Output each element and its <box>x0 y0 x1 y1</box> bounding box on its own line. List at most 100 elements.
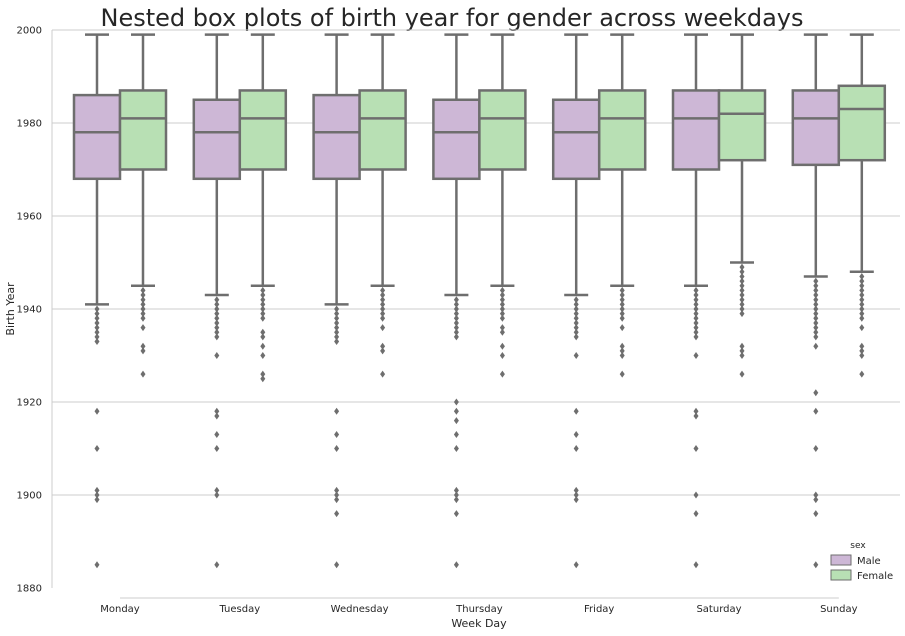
legend-swatch-male <box>830 554 852 566</box>
outlier-point <box>499 305 505 313</box>
outlier-point <box>214 305 220 313</box>
outlier-point <box>693 291 699 299</box>
legend-label-male: Male <box>857 556 881 567</box>
outlier-point <box>453 333 459 341</box>
outlier-point <box>453 328 459 336</box>
outlier-point <box>619 305 625 313</box>
outlier-point <box>499 352 505 359</box>
outlier-point <box>499 296 505 304</box>
outlier-point <box>140 314 146 322</box>
outlier-point <box>140 324 146 332</box>
outlier-point <box>573 445 579 452</box>
outlier-point <box>380 370 386 378</box>
outlier-point <box>140 370 146 378</box>
outlier-point <box>499 324 505 332</box>
box-male-monday <box>72 33 122 569</box>
outlier-point <box>859 305 865 313</box>
chart-title: Nested box plots of birth year for gende… <box>101 4 804 32</box>
outlier-point <box>140 291 146 299</box>
x-axis: Monday Tuesday Wednesday Thursday Friday Satu… <box>100 597 858 615</box>
outlier-point <box>813 333 819 341</box>
outlier-point <box>859 282 865 290</box>
outlier-point <box>334 310 340 318</box>
outlier-point <box>739 282 745 290</box>
iqr-box <box>671 89 721 171</box>
outlier-point <box>813 510 819 518</box>
outlier-point <box>499 342 505 350</box>
y-tick-label: 1920 <box>17 398 42 409</box>
outlier-point <box>739 277 745 285</box>
outlier-point <box>693 328 699 336</box>
outlier-point <box>499 370 505 378</box>
outlier-point <box>813 328 819 336</box>
outlier-point <box>214 300 220 308</box>
outlier-point <box>94 561 100 569</box>
outlier-point <box>573 486 579 494</box>
outlier-point <box>453 561 459 569</box>
outlier-point <box>859 291 865 299</box>
outlier-point <box>739 263 745 271</box>
outlier-point <box>859 286 865 294</box>
outlier-point <box>453 296 459 304</box>
outlier-point <box>334 486 340 494</box>
outlier-point <box>859 272 865 280</box>
outlier-point <box>619 370 625 378</box>
outlier-point <box>140 310 146 318</box>
x-axis-label: Week Day <box>451 617 507 630</box>
outlier-point <box>859 300 865 308</box>
outlier-point <box>260 300 266 308</box>
outlier-point <box>380 342 386 350</box>
outlier-point <box>813 296 819 304</box>
y-tick-label: 1880 <box>17 584 42 595</box>
outlier-point <box>94 486 100 494</box>
outlier-point <box>739 370 745 378</box>
outlier-point <box>573 300 579 308</box>
outlier-point <box>499 314 505 322</box>
outlier-point <box>380 300 386 308</box>
y-tick-label: 1900 <box>17 491 42 502</box>
x-tick-label: Sunday <box>820 604 857 615</box>
legend-title: sex <box>850 541 866 551</box>
outlier-point <box>140 296 146 304</box>
outlier-point <box>813 286 819 294</box>
outlier-point <box>813 561 819 569</box>
outlier-point <box>813 496 819 504</box>
iqr-box <box>837 84 887 162</box>
outlier-point <box>453 486 459 494</box>
outlier-point <box>693 412 699 420</box>
outlier-point <box>499 300 505 308</box>
outlier-point <box>334 319 340 327</box>
outlier-point <box>453 319 459 327</box>
x-tick-label: Wednesday <box>331 604 389 615</box>
iqr-box <box>717 89 767 162</box>
outlier-point <box>214 310 220 318</box>
box-female-saturday <box>717 33 767 378</box>
outlier-point <box>334 510 340 518</box>
outlier-point <box>334 338 340 346</box>
x-tick-label: Tuesday <box>218 604 260 615</box>
outlier-point <box>453 324 459 332</box>
outlier-point <box>380 324 386 332</box>
outlier-point <box>260 328 266 336</box>
outlier-point <box>739 268 745 276</box>
outlier-point <box>813 300 819 308</box>
outlier-point <box>334 305 340 313</box>
outlier-point <box>334 496 340 504</box>
outlier-point <box>214 491 220 499</box>
outlier-point <box>94 328 100 336</box>
outlier-point <box>499 286 505 294</box>
outlier-point <box>619 310 625 318</box>
box-female-tuesday <box>238 33 288 383</box>
outlier-point <box>140 342 146 350</box>
box-female-wednesday <box>358 33 407 378</box>
x-tick-label: Saturday <box>696 604 741 615</box>
outlier-point <box>813 342 819 350</box>
x-tick-label: Friday <box>584 604 614 615</box>
outlier-point <box>453 407 459 415</box>
outlier-point <box>380 305 386 313</box>
outlier-point <box>693 491 699 499</box>
outlier-point <box>214 324 220 332</box>
outlier-point <box>380 296 386 304</box>
iqr-box <box>118 89 168 171</box>
iqr-box <box>597 89 647 171</box>
